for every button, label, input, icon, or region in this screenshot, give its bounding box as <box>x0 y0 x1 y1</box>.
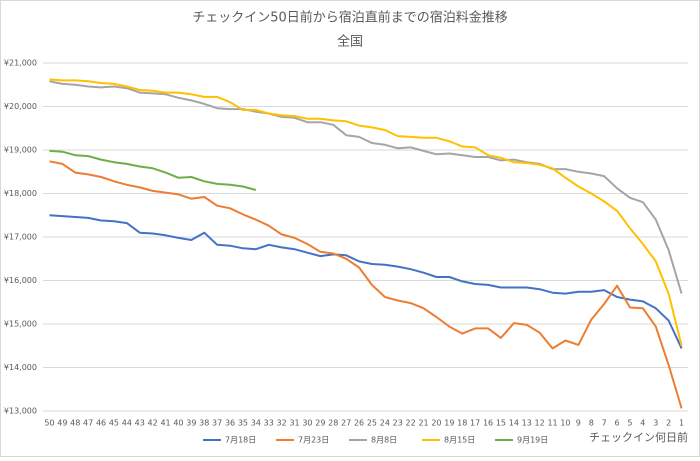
x-tick-label: 31 <box>289 419 299 428</box>
x-tick-label: 25 <box>367 419 377 428</box>
y-tick-label: ¥14,000 <box>4 363 37 372</box>
x-tick-label: 23 <box>393 419 403 428</box>
x-tick-label: 20 <box>431 419 441 428</box>
x-tick-label: 1 <box>679 419 684 428</box>
y-tick-label: ¥17,000 <box>4 233 37 242</box>
x-tick-label: 49 <box>57 419 67 428</box>
x-tick-label: 3 <box>653 419 658 428</box>
series-line <box>49 149 257 191</box>
y-tick-label: ¥18,000 <box>4 189 37 198</box>
legend-label: 7月23日 <box>298 436 329 445</box>
x-tick-label: 12 <box>535 419 545 428</box>
series-line <box>49 160 683 409</box>
y-tick-label: ¥21,000 <box>4 59 37 68</box>
x-tick-label: 33 <box>264 419 274 428</box>
legend-label: 9月19日 <box>517 436 548 445</box>
x-tick-label: 48 <box>70 419 80 428</box>
x-tick-label: 7 <box>602 419 607 428</box>
x-tick-label: 47 <box>83 419 93 428</box>
x-tick-label: 16 <box>483 419 493 428</box>
x-tick-label: 17 <box>470 419 480 428</box>
x-tick-label: 32 <box>277 419 287 428</box>
x-tick-label: 14 <box>509 419 519 428</box>
x-tick-label: 19 <box>444 419 454 428</box>
x-tick-label: 15 <box>496 419 506 428</box>
x-tick-label: 8 <box>589 419 594 428</box>
x-tick-label: 30 <box>302 419 312 428</box>
series-line <box>49 78 683 347</box>
x-tick-label: 6 <box>615 419 620 428</box>
x-tick-label: 10 <box>560 419 570 428</box>
x-tick-label: 2 <box>666 419 671 428</box>
x-tick-label: 11 <box>547 419 557 428</box>
x-tick-label: 46 <box>96 419 106 428</box>
x-tick-label: 38 <box>199 419 209 428</box>
x-tick-label: 28 <box>328 419 338 428</box>
x-tick-label: 50 <box>44 419 54 428</box>
x-tick-label: 4 <box>640 419 645 428</box>
x-tick-label: 21 <box>418 419 428 428</box>
x-tick-label: 45 <box>109 419 119 428</box>
y-tick-label: ¥19,000 <box>4 146 37 155</box>
x-tick-label: 40 <box>173 419 183 428</box>
x-tick-label: 27 <box>341 419 351 428</box>
x-tick-label: 35 <box>238 419 248 428</box>
legend-label: 8月15日 <box>444 436 475 445</box>
x-tick-label: 42 <box>148 419 158 428</box>
x-tick-label: 37 <box>212 419 222 428</box>
legend-label: 7月18日 <box>225 436 256 445</box>
y-tick-label: ¥13,000 <box>4 407 37 416</box>
x-tick-label: 34 <box>251 419 261 428</box>
x-tick-label: 41 <box>160 419 170 428</box>
y-tick-label: ¥16,000 <box>4 276 37 285</box>
x-tick-label: 43 <box>135 419 145 428</box>
x-tick-label: 26 <box>354 419 364 428</box>
x-tick-label: 39 <box>186 419 196 428</box>
x-tick-label: 18 <box>457 419 467 428</box>
x-tick-label: 9 <box>576 419 581 428</box>
x-tick-label: 29 <box>315 419 325 428</box>
x-tick-label: 24 <box>380 419 390 428</box>
y-tick-label: ¥15,000 <box>4 320 37 329</box>
series-line <box>49 80 683 294</box>
chart-title: チェックイン50日前から宿泊直前までの宿泊料金推移 <box>192 10 508 26</box>
legend-label: 8月8日 <box>371 436 397 445</box>
x-tick-label: 22 <box>406 419 416 428</box>
x-tick-label: 13 <box>522 419 532 428</box>
x-tick-label: 5 <box>627 419 632 428</box>
x-tick-label: 36 <box>225 419 235 428</box>
x-tick-label: 44 <box>122 419 132 428</box>
x-axis-title: チェックイン何日前 <box>589 430 688 444</box>
series-line <box>49 214 683 349</box>
y-tick-label: ¥20,000 <box>4 102 37 111</box>
chart-subtitle: 全国 <box>337 34 363 50</box>
